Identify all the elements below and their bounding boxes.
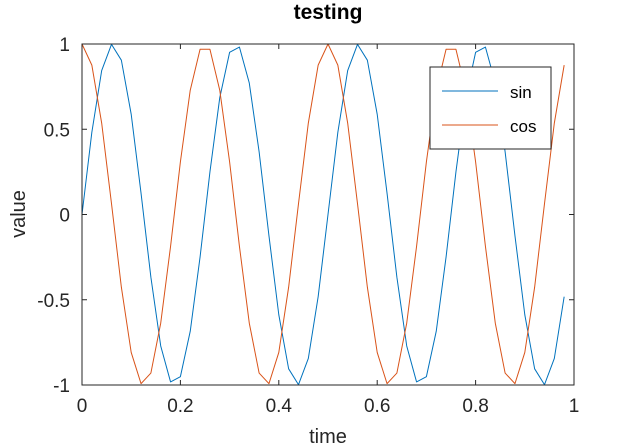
axis-ticks: 0 0.2 0.4 0.6 0.8 1 -1 -0.5 0 0.5 1 <box>37 35 579 417</box>
legend-box <box>429 66 552 150</box>
legend-label-sin: sin <box>510 83 532 102</box>
x-tick-label: 0.6 <box>364 396 390 417</box>
x-tick-label: 0.8 <box>462 396 488 417</box>
y-tick-label: -1 <box>53 376 70 397</box>
legend-label-cos: cos <box>510 117 536 136</box>
plot-area <box>81 43 565 386</box>
y-tick-label: 0 <box>59 206 70 227</box>
y-tick-label: -0.5 <box>37 291 70 312</box>
series-line-sin <box>81 43 565 386</box>
x-axis-label: time <box>309 426 347 445</box>
x-tick-label: 1 <box>569 396 580 417</box>
x-tick-label: 0 <box>77 396 88 417</box>
y-tick-label: 1 <box>59 35 70 56</box>
x-tick-label: 0.2 <box>167 396 193 417</box>
y-tick-label: 0.5 <box>44 120 70 141</box>
legend: sin cos <box>429 66 552 150</box>
y-axis-label: value <box>8 190 30 238</box>
series-line-cos <box>81 43 565 385</box>
x-tick-label: 0.4 <box>266 396 293 417</box>
chart-title: testing <box>294 1 363 24</box>
